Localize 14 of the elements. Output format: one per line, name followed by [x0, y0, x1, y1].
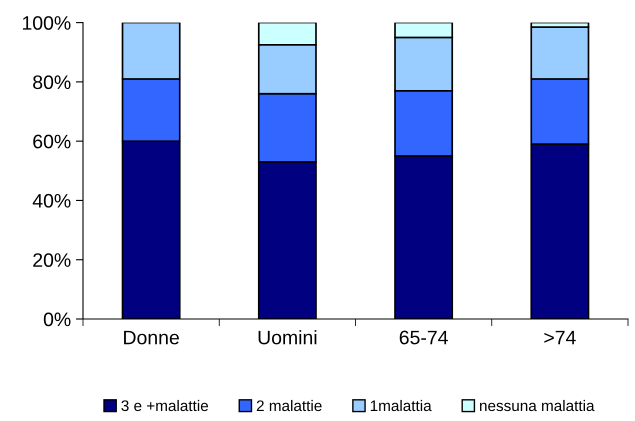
- x-tick-label: Uomini: [258, 330, 316, 344]
- y-tick-label: 80%: [33, 75, 71, 90]
- y-tick-label: 20%: [33, 253, 71, 267]
- legend-label: 1malattia: [370, 400, 432, 412]
- y-tick-label: 40%: [32, 194, 71, 208]
- legend-label: 3 e +malattie: [121, 400, 208, 412]
- x-tick-label: >74: [544, 330, 576, 344]
- y-tick-label: 100%: [22, 16, 71, 30]
- x-tick-label: 65-74: [400, 330, 448, 344]
- y-tick-label: 60%: [33, 134, 71, 148]
- x-tick-label: Donne: [124, 330, 179, 344]
- legend-label: 2 malattie: [256, 400, 322, 412]
- y-tick-label: 0%: [44, 312, 71, 326]
- legend-label: nessuna malattia: [480, 400, 595, 412]
